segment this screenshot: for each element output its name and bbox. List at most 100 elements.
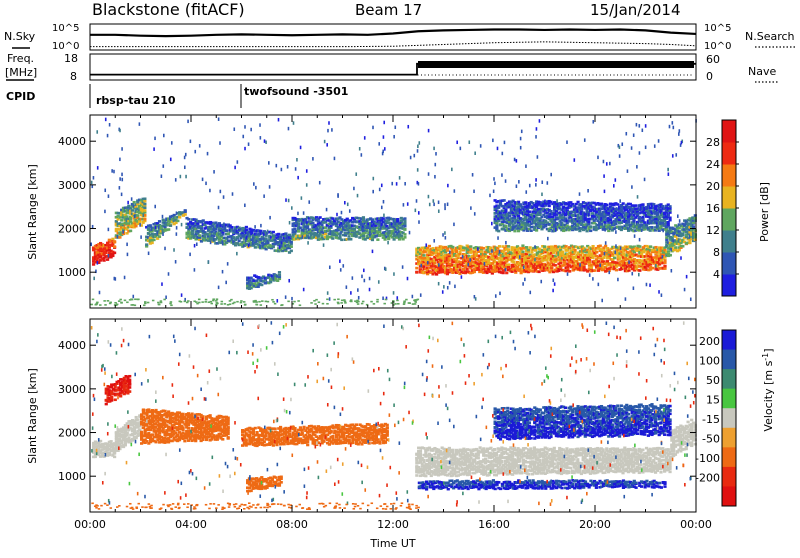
scatter-cell	[381, 223, 383, 227]
scatter-cell	[234, 166, 236, 170]
scatter-cell	[190, 140, 192, 144]
scatter-cell	[296, 223, 298, 227]
data-cell	[627, 221, 630, 224]
data-cell	[260, 284, 263, 287]
scatter-cell	[620, 246, 622, 250]
data-cell	[495, 227, 498, 230]
ground-cell	[293, 301, 296, 303]
scatter-cell	[434, 175, 436, 179]
frequency-panel: Freq. [MHz] 18 8 60 0 Nave	[5, 52, 778, 83]
power-heatmap	[90, 117, 697, 306]
scatter-cell	[514, 158, 516, 162]
scatter-cell	[473, 190, 475, 194]
scatter-cell	[519, 255, 521, 259]
ground-cell	[341, 300, 344, 302]
ground-cell	[373, 303, 376, 305]
scatter-cell	[537, 155, 539, 159]
data-cell	[131, 209, 134, 212]
ground-cell	[193, 300, 196, 302]
power-colorbar-label: Power [dB]	[758, 182, 771, 242]
scatter-cell	[181, 223, 183, 227]
scatter-cell	[154, 137, 156, 141]
ground-cell	[349, 300, 352, 302]
scatter-cell	[218, 286, 220, 290]
scatter-cell	[404, 182, 406, 186]
scatter-cell	[312, 157, 314, 161]
scatter-cell	[303, 288, 305, 292]
scatter-cell	[119, 177, 121, 181]
scatter-cell	[520, 146, 522, 150]
data-cell	[108, 246, 111, 249]
scatter-cell	[433, 199, 435, 203]
scatter-cell	[288, 279, 290, 283]
scatter-cell	[164, 247, 166, 251]
data-cell	[539, 211, 542, 214]
scatter-cell	[327, 291, 329, 295]
scatter-cell	[589, 273, 591, 277]
scatter-cell	[140, 235, 142, 239]
scatter-cell	[525, 190, 527, 194]
data-cell	[158, 220, 161, 223]
scatter-cell	[438, 209, 440, 213]
scatter-cell	[444, 203, 446, 207]
scatter-cell	[369, 277, 371, 281]
data-cell	[591, 245, 594, 248]
data-cell	[649, 245, 652, 248]
scatter-cell	[383, 135, 385, 139]
scatter-cell	[111, 169, 113, 173]
scatter-cell	[350, 291, 352, 295]
data-cell	[529, 246, 532, 249]
scatter-cell	[139, 223, 141, 227]
data-cell	[622, 252, 625, 255]
cpid-panel: CPID rbsp-tau 210 twofsound -3501	[6, 84, 348, 108]
data-cell	[641, 216, 644, 219]
data-cell	[378, 231, 381, 234]
scatter-cell	[216, 222, 218, 226]
data-cell	[338, 236, 341, 239]
scatter-cell	[416, 199, 418, 203]
noise-left-tick-top: 10^5	[52, 23, 79, 34]
scatter-cell	[97, 261, 99, 265]
scatter-cell	[121, 178, 123, 182]
scatter-cell	[291, 206, 293, 210]
scatter-cell	[631, 272, 633, 276]
colorbar-tick-label: 8	[713, 246, 720, 259]
cpid-segment-1: rbsp-tau 210	[96, 94, 176, 107]
ground-cell	[144, 303, 147, 305]
scatter-cell	[541, 193, 543, 197]
scatter-cell	[604, 228, 606, 232]
ground-cell	[271, 299, 274, 301]
data-cell	[221, 233, 224, 236]
scatter-cell	[220, 190, 222, 194]
ground-cell	[322, 303, 325, 305]
scatter-cell	[522, 282, 524, 286]
data-cell	[299, 226, 302, 229]
scatter-cell	[393, 291, 395, 295]
ground-cell	[90, 304, 93, 306]
scatter-cell	[637, 195, 639, 199]
data-cell	[108, 452, 111, 455]
scatter-cell	[121, 147, 123, 151]
scatter-cell	[445, 236, 447, 240]
scatter-cell	[285, 295, 287, 299]
scatter-cell	[276, 299, 278, 303]
scatter-cell	[535, 178, 537, 182]
data-cell	[668, 219, 671, 222]
scatter-cell	[142, 214, 144, 218]
scatter-cell	[372, 190, 374, 194]
data-cell	[371, 218, 374, 221]
colorbar-tick-label: 28	[706, 136, 720, 149]
data-cell	[403, 236, 406, 239]
data-cell	[667, 230, 670, 233]
scatter-cell	[523, 265, 525, 269]
data-cell	[129, 230, 132, 233]
scatter-cell	[579, 192, 581, 196]
scatter-cell	[588, 213, 590, 217]
scatter-cell	[372, 177, 374, 181]
y-tick-label: 3000	[58, 179, 86, 192]
scatter-cell	[616, 207, 618, 211]
data-cell	[400, 234, 403, 237]
data-cell	[415, 271, 418, 274]
colorbar-swatch	[722, 252, 736, 275]
scatter-cell	[349, 209, 351, 213]
